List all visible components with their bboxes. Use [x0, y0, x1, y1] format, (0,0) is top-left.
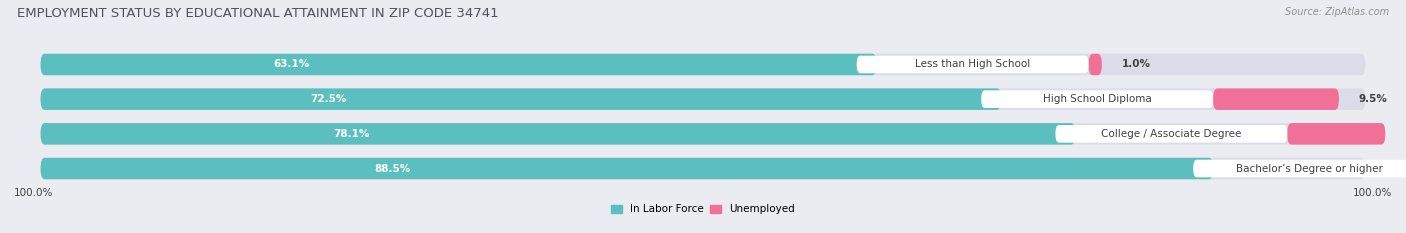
FancyBboxPatch shape — [1213, 88, 1339, 110]
Text: 100.0%: 100.0% — [1353, 188, 1392, 198]
Text: 72.5%: 72.5% — [311, 94, 347, 104]
FancyBboxPatch shape — [1194, 160, 1406, 177]
FancyBboxPatch shape — [1056, 125, 1288, 143]
FancyBboxPatch shape — [1288, 123, 1385, 145]
Text: Bachelor’s Degree or higher: Bachelor’s Degree or higher — [1236, 164, 1382, 174]
FancyBboxPatch shape — [41, 158, 1365, 179]
FancyBboxPatch shape — [856, 56, 1088, 73]
Text: 100.0%: 100.0% — [14, 188, 53, 198]
FancyBboxPatch shape — [41, 123, 1076, 145]
FancyBboxPatch shape — [41, 54, 1365, 75]
FancyBboxPatch shape — [1088, 54, 1102, 75]
Text: 88.5%: 88.5% — [374, 164, 411, 174]
Text: Less than High School: Less than High School — [915, 59, 1031, 69]
Text: College / Associate Degree: College / Associate Degree — [1101, 129, 1241, 139]
Text: 78.1%: 78.1% — [333, 129, 370, 139]
FancyBboxPatch shape — [981, 90, 1213, 108]
Text: Source: ZipAtlas.com: Source: ZipAtlas.com — [1285, 7, 1389, 17]
FancyBboxPatch shape — [41, 88, 1001, 110]
Text: 1.0%: 1.0% — [1122, 59, 1150, 69]
Text: High School Diploma: High School Diploma — [1043, 94, 1152, 104]
Text: 9.5%: 9.5% — [1358, 94, 1388, 104]
FancyBboxPatch shape — [41, 123, 1365, 145]
Text: 63.1%: 63.1% — [273, 59, 309, 69]
FancyBboxPatch shape — [41, 88, 1365, 110]
Legend: In Labor Force, Unemployed: In Labor Force, Unemployed — [607, 200, 799, 219]
FancyBboxPatch shape — [41, 54, 876, 75]
Text: EMPLOYMENT STATUS BY EDUCATIONAL ATTAINMENT IN ZIP CODE 34741: EMPLOYMENT STATUS BY EDUCATIONAL ATTAINM… — [17, 7, 499, 20]
FancyBboxPatch shape — [41, 158, 1213, 179]
